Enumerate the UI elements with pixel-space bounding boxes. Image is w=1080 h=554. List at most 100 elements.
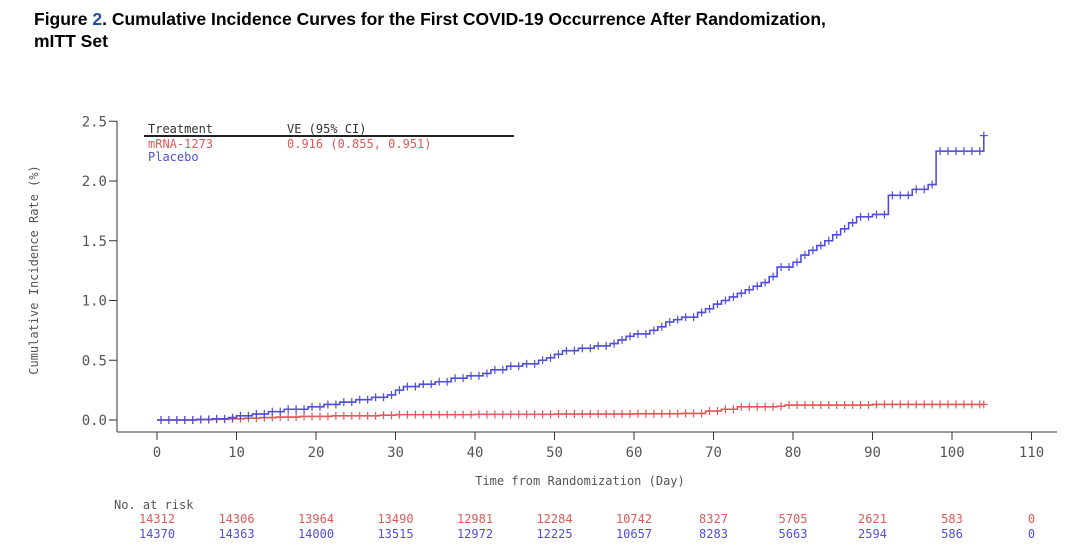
censor-mark: [427, 380, 436, 389]
series-line-placebo: [157, 135, 985, 421]
censor-mark: [657, 409, 666, 418]
at-risk-value: 14306: [218, 512, 254, 526]
y-tick-label: 2.5: [82, 114, 107, 130]
censor-mark: [252, 410, 261, 419]
censor-mark: [856, 212, 865, 221]
censor-mark: [594, 341, 603, 350]
legend-entry-ve: 0.916 (0.855, 0.951): [287, 137, 432, 151]
censor-mark: [570, 346, 579, 355]
censor-mark: [339, 398, 348, 407]
figure-title-line1: . Cumulative Incidence Curves for the Fi…: [102, 9, 826, 29]
censor-mark: [355, 395, 364, 404]
censor-mark: [538, 410, 547, 419]
censor-mark: [292, 405, 301, 414]
censor-mark: [824, 236, 833, 245]
censor-mark: [562, 346, 571, 355]
censor-mark: [665, 409, 674, 418]
censor-mark: [856, 401, 865, 410]
at-risk-value: 583: [941, 512, 963, 526]
censor-mark: [633, 409, 642, 418]
censor-mark: [522, 410, 531, 419]
legend-entry-name: mRNA-1273: [148, 137, 213, 151]
censor-mark: [546, 410, 555, 419]
censor-mark: [713, 407, 722, 416]
censor-mark: [443, 410, 452, 419]
censor-mark: [920, 185, 929, 194]
censor-mark: [411, 382, 420, 391]
x-tick-label: 80: [785, 445, 802, 461]
censor-mark: [180, 416, 189, 424]
censor-mark: [785, 263, 794, 272]
censor-mark: [832, 230, 841, 239]
y-axis-title: Cumulative Incidence Rate (%): [27, 165, 41, 375]
censor-mark: [315, 402, 324, 411]
y-tick-label: 1.5: [82, 234, 107, 250]
y-tick-label: 2.0: [82, 174, 107, 190]
censor-mark: [848, 218, 857, 227]
at-risk-value: 13515: [377, 527, 413, 541]
censor-mark: [451, 374, 460, 383]
censor-mark: [610, 410, 619, 419]
censor-mark: [482, 410, 491, 419]
censor-mark: [308, 402, 317, 411]
censor-mark: [379, 411, 388, 420]
censor-mark: [323, 412, 332, 421]
censor-mark: [769, 402, 778, 411]
legend-header-treatment: Treatment: [148, 122, 213, 136]
censor-mark: [808, 401, 817, 410]
censor-mark: [578, 410, 587, 419]
censor-mark: [562, 410, 571, 419]
censor-mark: [395, 410, 404, 419]
censor-mark: [689, 313, 698, 322]
censor-mark: [300, 412, 309, 421]
censor-mark: [880, 400, 889, 409]
censor-mark: [514, 362, 523, 371]
censor-mark: [904, 400, 913, 409]
censor-mark: [777, 263, 786, 272]
censor-mark: [554, 350, 563, 359]
censor-mark: [785, 401, 794, 410]
legend-entry-name: Placebo: [148, 150, 199, 164]
censor-mark: [816, 241, 825, 250]
censor-mark: [729, 292, 738, 301]
censor-mark: [546, 353, 555, 362]
censor-mark: [514, 410, 523, 419]
at-risk-value: 8283: [699, 527, 728, 541]
censor-mark: [808, 246, 817, 255]
censor-mark: [872, 210, 881, 219]
censor-mark: [840, 224, 849, 233]
censor-mark: [474, 410, 483, 419]
at-risk-value: 10657: [616, 527, 652, 541]
censor-mark: [602, 341, 611, 350]
censor-mark: [292, 413, 301, 422]
censor-mark: [848, 401, 857, 410]
censor-mark: [594, 410, 603, 419]
censor-mark: [641, 409, 650, 418]
censor-mark: [228, 413, 237, 422]
at-risk-value: 2594: [858, 527, 887, 541]
at-risk-value: 13490: [377, 512, 413, 526]
censor-mark: [498, 410, 507, 419]
censor-mark: [920, 400, 929, 409]
x-tick-label: 0: [153, 445, 161, 461]
censor-mark: [713, 300, 722, 309]
censor-mark: [753, 282, 762, 291]
censor-mark: [363, 411, 372, 420]
censor-mark: [944, 400, 953, 409]
censor-mark: [705, 407, 714, 416]
censor-mark: [522, 359, 531, 368]
censor-mark: [467, 371, 476, 380]
x-tick-label: 90: [864, 445, 881, 461]
censor-mark: [156, 416, 165, 424]
censor-mark: [530, 359, 539, 368]
at-risk-label: No. at risk: [114, 498, 194, 512]
censor-mark: [832, 401, 841, 410]
censor-mark: [411, 410, 420, 419]
at-risk-value: 14363: [218, 527, 254, 541]
censor-mark: [490, 365, 499, 374]
censor-mark: [824, 401, 833, 410]
legend: Treatment VE (95% CI) mRNA-1273 0.916 (0.85…: [144, 122, 514, 164]
censor-mark: [482, 369, 491, 378]
censor-mark: [371, 393, 380, 402]
